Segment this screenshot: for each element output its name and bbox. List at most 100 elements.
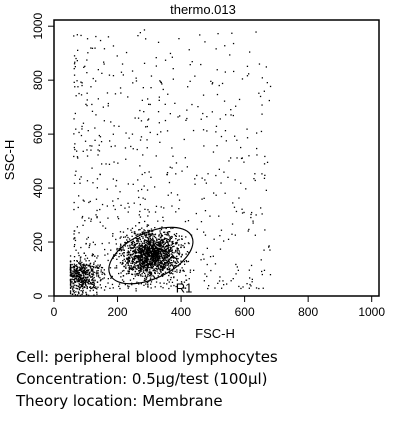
event-point <box>169 258 171 261</box>
event-point <box>114 267 116 269</box>
event-point <box>186 117 188 120</box>
event-point <box>121 249 123 251</box>
event-point <box>71 263 73 266</box>
event-point <box>135 247 137 249</box>
event-point <box>214 287 216 289</box>
event-point <box>144 258 146 260</box>
event-point <box>120 254 122 257</box>
event-point <box>233 70 235 73</box>
event-point <box>158 258 160 260</box>
event-point <box>159 268 162 271</box>
event-point <box>115 185 117 187</box>
event-point <box>116 249 118 251</box>
event-point <box>89 262 92 264</box>
event-point <box>199 34 201 36</box>
event-point <box>110 249 112 251</box>
event-point <box>150 87 152 89</box>
event-point <box>135 77 137 79</box>
event-point <box>195 212 197 215</box>
event-point <box>154 249 156 251</box>
event-point <box>100 269 102 271</box>
event-point <box>167 233 170 235</box>
event-point <box>241 157 243 159</box>
event-point <box>266 161 269 163</box>
event-point <box>164 257 167 259</box>
event-point <box>83 279 86 281</box>
event-point <box>159 141 161 143</box>
event-point <box>176 247 178 249</box>
event-point <box>138 229 140 231</box>
event-point <box>96 209 98 212</box>
event-point <box>258 92 260 94</box>
event-point <box>89 286 91 288</box>
event-point <box>85 284 87 286</box>
event-point <box>135 290 137 292</box>
event-point <box>99 280 102 282</box>
event-point <box>140 260 142 262</box>
event-point <box>120 236 122 238</box>
event-point <box>127 228 129 230</box>
event-point <box>147 258 149 260</box>
event-point <box>143 263 146 265</box>
event-point <box>99 221 101 223</box>
event-point <box>164 119 167 122</box>
event-point <box>123 265 125 268</box>
event-point <box>124 241 126 244</box>
event-point <box>133 259 136 261</box>
event-point <box>93 262 95 264</box>
event-point <box>131 242 134 244</box>
event-point <box>127 245 129 247</box>
event-point <box>148 118 150 120</box>
event-point <box>73 55 76 57</box>
event-point <box>160 81 162 83</box>
event-point <box>119 237 121 239</box>
event-point <box>149 254 151 257</box>
event-point <box>76 34 78 36</box>
event-point <box>269 249 271 251</box>
event-point <box>95 35 97 38</box>
event-point <box>109 140 111 142</box>
event-point <box>165 265 167 267</box>
event-point <box>176 271 178 273</box>
event-point <box>143 29 146 31</box>
event-point <box>172 78 174 80</box>
event-point <box>162 251 164 253</box>
event-point <box>148 255 151 257</box>
event-point <box>147 283 149 285</box>
event-point <box>80 94 83 96</box>
event-point <box>91 270 94 272</box>
event-point <box>171 242 173 244</box>
event-point <box>184 263 186 265</box>
event-point <box>217 33 219 35</box>
event-point <box>155 260 157 262</box>
event-point <box>91 167 93 169</box>
event-point <box>263 163 266 165</box>
event-point <box>229 54 231 56</box>
event-point <box>161 256 163 258</box>
event-point <box>158 238 160 240</box>
event-point <box>122 262 124 264</box>
event-point <box>135 256 137 258</box>
event-point <box>162 216 164 218</box>
event-point <box>81 284 83 286</box>
event-point <box>157 275 159 277</box>
event-point <box>160 242 162 244</box>
event-point <box>107 278 109 280</box>
event-point <box>129 247 131 249</box>
event-point <box>142 258 144 261</box>
event-point <box>129 265 131 267</box>
event-point <box>93 274 95 276</box>
event-point <box>76 288 78 290</box>
event-point <box>136 148 138 151</box>
event-point <box>77 49 79 51</box>
event-point <box>168 244 171 247</box>
event-point <box>139 251 141 254</box>
event-point <box>116 258 118 260</box>
event-point <box>256 154 258 156</box>
event-point <box>71 285 73 287</box>
event-point <box>91 278 94 281</box>
event-point <box>151 259 153 262</box>
event-point <box>179 269 181 271</box>
event-point <box>109 287 111 289</box>
event-point <box>252 222 254 224</box>
